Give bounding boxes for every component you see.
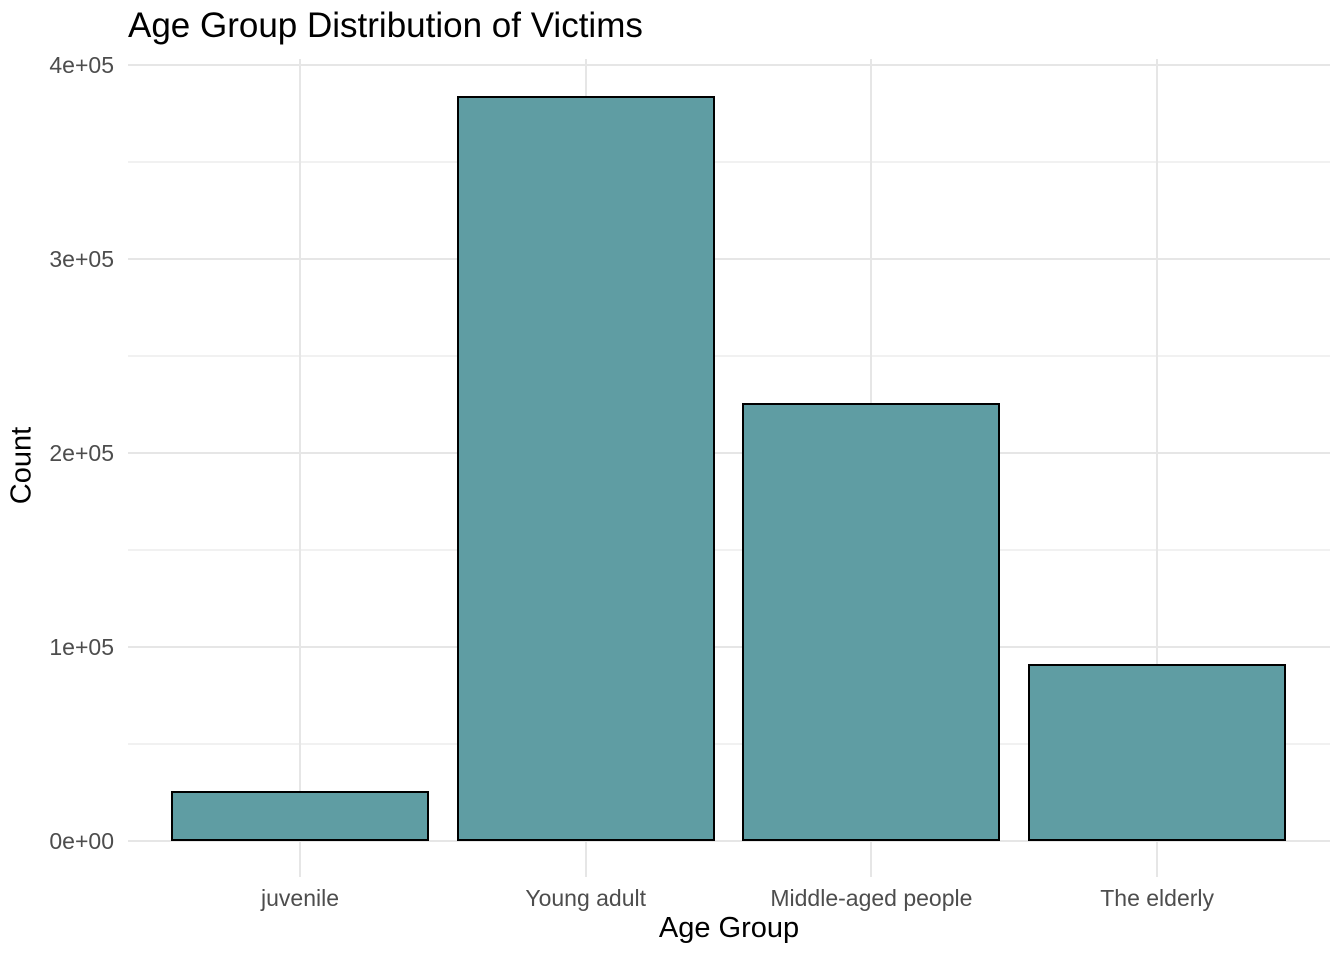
- major-gridline: [128, 452, 1330, 454]
- plot-panel: [128, 59, 1330, 877]
- chart-title: Age Group Distribution of Victims: [128, 6, 643, 45]
- bar-the-elderly: [1028, 664, 1287, 841]
- bar-middle-aged-people: [742, 402, 1001, 841]
- major-gridline: [128, 64, 1330, 66]
- x-tick-label: juvenile: [261, 885, 339, 911]
- minor-gridline: [128, 743, 1330, 745]
- y-tick-label: 0e+00: [49, 828, 114, 854]
- minor-gridline: [128, 355, 1330, 357]
- major-gridline: [128, 646, 1330, 648]
- y-tick-label: 1e+05: [49, 634, 114, 660]
- y-tick-label: 4e+05: [49, 52, 114, 78]
- major-gridline: [128, 840, 1330, 842]
- x-axis-title: Age Group: [658, 912, 800, 944]
- category-gridline: [299, 59, 301, 877]
- y-tick-label: 2e+05: [49, 440, 114, 466]
- bar-juvenile: [171, 790, 429, 841]
- bar-young-adult: [456, 96, 715, 841]
- x-tick-label: Young adult: [525, 885, 647, 911]
- minor-gridline: [128, 161, 1330, 163]
- x-tick-label: The elderly: [1100, 885, 1215, 911]
- y-tick-label: 3e+05: [49, 246, 114, 272]
- major-gridline: [128, 258, 1330, 260]
- minor-gridline: [128, 549, 1330, 551]
- x-tick-label: Middle-aged people: [770, 885, 973, 911]
- category-gridline: [1156, 59, 1159, 877]
